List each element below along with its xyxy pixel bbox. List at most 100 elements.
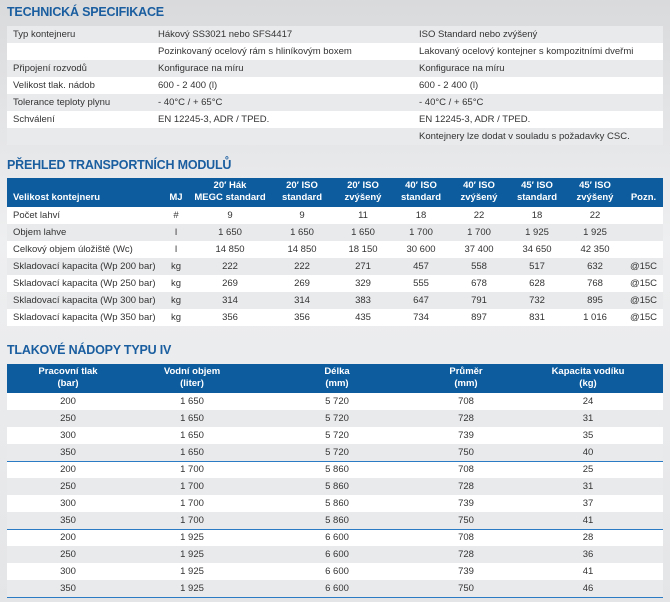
column-header: Pozn.: [624, 178, 663, 207]
column-header-line: 40′ ISO: [405, 180, 437, 191]
table-cell: 895: [566, 292, 624, 309]
table-cell: 269: [190, 275, 270, 292]
column-header-line: (mm): [325, 378, 349, 389]
table-cell: 734: [392, 309, 450, 326]
table-cell: 1 925: [129, 563, 255, 580]
table-cell: 269: [270, 275, 334, 292]
table-cell: 28: [513, 529, 663, 546]
column-header: Velikost kontejneru: [7, 178, 162, 207]
table-cell: 22: [450, 207, 508, 224]
table-cell: Skladovací kapacita (Wp 350 bar): [7, 309, 162, 326]
table-cell: 708: [419, 529, 513, 546]
table-cell: 36: [513, 546, 663, 563]
table-cell: Objem lahve: [7, 224, 162, 241]
table-row: 250 1 700 5 860 728 31: [7, 478, 663, 495]
table-row: 250 1 650 5 720 728 31: [7, 410, 663, 427]
table-cell: 46: [513, 580, 663, 598]
table-cell: 1 650: [129, 427, 255, 444]
table-cell: [624, 241, 663, 258]
table-row: Připojení rozvodů Konfigurace na míru Konf…: [7, 60, 663, 77]
table-cell: 329: [334, 275, 392, 292]
column-header: Průměr (mm): [419, 364, 513, 393]
table-cell: 831: [508, 309, 566, 326]
table-cell: 5 860: [255, 512, 419, 530]
table-cell: 222: [270, 258, 334, 275]
table-cell: 37: [513, 495, 663, 512]
table-cell: 37 400: [450, 241, 508, 258]
table-row: 250 1 925 6 600 728 36: [7, 546, 663, 563]
table-cell: 250: [7, 478, 129, 495]
column-header-line: 45′ ISO: [579, 180, 611, 191]
column-header-line: 45′ ISO: [521, 180, 553, 191]
table-cell: 1 650: [334, 224, 392, 241]
column-header-line: 20′ ISO: [347, 180, 379, 191]
table-cell: 1 700: [129, 461, 255, 478]
table-row: 200 1 700 5 860 708 25: [7, 461, 663, 478]
table-row: 200 1 925 6 600 708 28: [7, 529, 663, 546]
table-cell: 739: [419, 563, 513, 580]
table-row: Celkový objem úložiště (Wc) l 14 850 14 850…: [7, 241, 663, 258]
table-cell: 628: [508, 275, 566, 292]
table-cell: 1 700: [129, 495, 255, 512]
table-cell: Počet lahví: [7, 207, 162, 224]
table-cell: 750: [419, 444, 513, 462]
table-cell: 6 600: [255, 563, 419, 580]
table-cell: 600 - 2 400 (l): [413, 77, 663, 94]
column-header-line: MJ: [169, 192, 183, 203]
table-cell: 222: [190, 258, 270, 275]
table-row: Počet lahví #9 9 11 18 22 18 22: [7, 207, 663, 224]
column-header: Pracovní tlak (bar): [7, 364, 129, 393]
table-cell: [152, 128, 413, 145]
table-cell: 314: [270, 292, 334, 309]
table-cell: Konfigurace na míru: [413, 60, 663, 77]
column-header-line: zvýšený: [576, 192, 614, 203]
table-cell: 728: [419, 410, 513, 427]
column-header-line: zvýšený: [344, 192, 382, 203]
column-header-line: Velikost kontejneru: [13, 192, 101, 203]
table-row: Skladovací kapacita (Wp 250 bar) kg 269 269…: [7, 275, 663, 292]
vessels-table: Pracovní tlak (bar) Vodní objem (liter) Délk…: [7, 364, 663, 598]
table-cell: l: [162, 224, 190, 241]
table-cell: Velikost tlak. nádob: [7, 77, 152, 94]
table-cell: Celkový objem úložiště (Wc): [7, 241, 162, 258]
table-row: Skladovací kapacita (Wp 200 bar) kg 222 222…: [7, 258, 663, 275]
table-cell: 457: [392, 258, 450, 275]
table-cell: 1 650: [129, 444, 255, 462]
table-cell: ISO Standard nebo zvýšený: [413, 26, 663, 43]
table-row: 350 1 925 6 600 750 46: [7, 580, 663, 598]
table-cell: 271: [334, 258, 392, 275]
table-row: Pozinkovaný ocelový rám s hliníkovým box…: [7, 43, 663, 60]
table-row: 300 1 700 5 860 739 37: [7, 495, 663, 512]
table-cell: 1 925: [508, 224, 566, 241]
table-cell: 1 016: [566, 309, 624, 326]
column-header: 45′ ISO zvýšený: [566, 178, 624, 207]
table-cell: 35: [513, 427, 663, 444]
table-cell: Lakovaný ocelový kontejner s kompozitním…: [413, 43, 663, 60]
table-cell: 18: [508, 207, 566, 224]
table-cell: 383: [334, 292, 392, 309]
table-cell: 732: [508, 292, 566, 309]
table-cell: 5 720: [255, 410, 419, 427]
table-cell: 791: [450, 292, 508, 309]
table-cell: 1 925: [129, 580, 255, 598]
table-cell: Tolerance teploty plynu: [7, 94, 152, 111]
table-cell: 350: [7, 444, 129, 462]
table-cell: Skladovací kapacita (Wp 300 bar): [7, 292, 162, 309]
table-cell: 1 700: [129, 478, 255, 495]
column-header-line: standard: [516, 192, 558, 203]
column-header-line: (mm): [454, 378, 478, 389]
column-header-line: Délka: [324, 366, 350, 377]
table-row: 350 1 650 5 720 750 40: [7, 444, 663, 462]
table-cell: 250: [7, 546, 129, 563]
table-cell: 708: [419, 461, 513, 478]
table-cell: EN 12245-3, ADR / TPED.: [152, 111, 413, 128]
table-cell: - 40°C / + 65°C: [413, 94, 663, 111]
table-cell: 5 720: [255, 444, 419, 462]
column-header-line: MEGC standard: [194, 192, 266, 203]
modules-title: PŘEHLED TRANSPORTNÍCH MODULŮ: [7, 158, 232, 172]
table-cell: 5 720: [255, 427, 419, 444]
table-cell: @15C: [624, 258, 663, 275]
table-cell: @15C: [624, 275, 663, 292]
column-header: 20′ ISO standard: [270, 178, 334, 207]
table-cell: 728: [419, 546, 513, 563]
